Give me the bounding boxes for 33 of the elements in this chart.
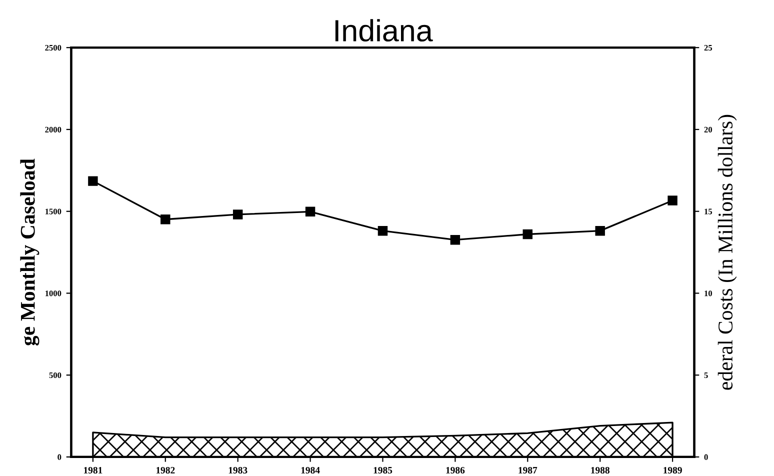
x-tick-label: 1989 xyxy=(664,466,682,474)
point xyxy=(595,226,605,236)
point xyxy=(668,196,678,206)
point xyxy=(232,210,243,220)
x-tick-label: 1985 xyxy=(374,466,392,474)
y-tick-label: 1500 xyxy=(45,208,62,214)
point xyxy=(522,229,533,240)
x-tick-label: 1988 xyxy=(591,466,610,474)
x-tick-label: 1981 xyxy=(84,466,102,474)
x-tick-label: 1983 xyxy=(228,466,248,474)
point xyxy=(450,234,460,245)
y2-tick-label: 20 xyxy=(704,126,712,132)
y2-tick-label: 10 xyxy=(704,290,712,296)
y-tick-label: 0 xyxy=(58,454,62,460)
point xyxy=(88,176,98,186)
x-tick-label: 1987 xyxy=(518,466,538,474)
y2-tick-label: 0 xyxy=(704,454,708,460)
y-tick-label: 2000 xyxy=(45,126,62,132)
y-axis-title: ge Monthly Caseload xyxy=(20,158,40,346)
y-tick-label: 1000 xyxy=(45,290,62,296)
x-tick-label: 1982 xyxy=(156,466,175,474)
y-tick-label: 500 xyxy=(49,372,62,378)
y2-tick-label: 25 xyxy=(704,44,712,51)
y-tick-label: 2500 xyxy=(45,44,62,51)
x-tick-label: 1986 xyxy=(446,466,465,474)
chart-title: Indiana xyxy=(335,19,433,42)
y2-axis-title: ederal Costs (In Millions dollars) xyxy=(718,114,737,390)
y2-tick-label: 15 xyxy=(704,208,712,214)
point xyxy=(305,206,316,217)
y2-tick-label: 5 xyxy=(704,372,708,378)
point xyxy=(378,226,388,236)
point xyxy=(160,214,170,224)
x-tick-label: 1984 xyxy=(301,466,320,474)
